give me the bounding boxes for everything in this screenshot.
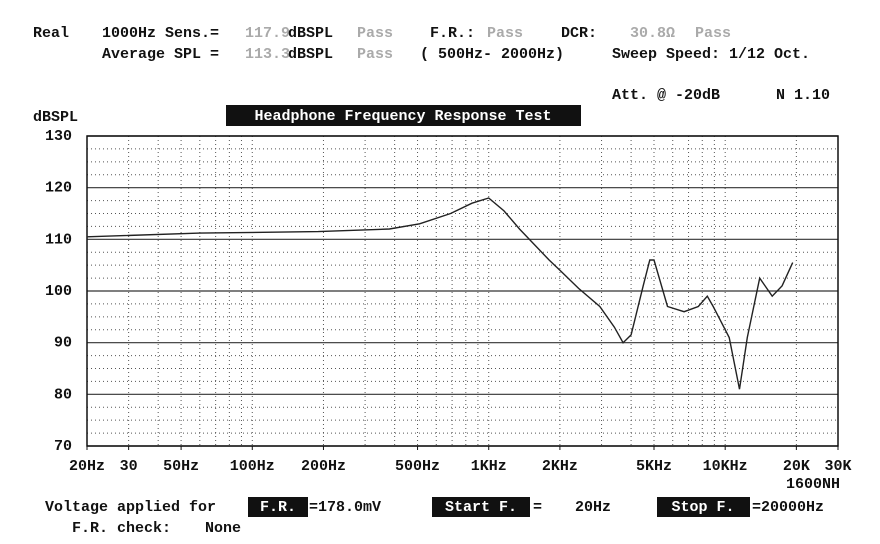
fr-label: F.R.: bbox=[430, 25, 475, 42]
y-tick-label: 130 bbox=[45, 128, 72, 145]
start: 20Hz bbox=[575, 499, 611, 516]
sens-label: 1000Hz Sens.= bbox=[102, 25, 219, 42]
x-tick-label: 30K bbox=[824, 458, 851, 475]
start-box: Start F. bbox=[445, 499, 517, 516]
label-box bbox=[432, 497, 530, 517]
check: None bbox=[205, 520, 241, 537]
x-tick-label: 5KHz bbox=[636, 458, 672, 475]
x-tick-label: 30 bbox=[120, 458, 138, 475]
dcr-value: 30.8Ω bbox=[630, 25, 675, 42]
version: N 1.10 bbox=[776, 87, 830, 104]
status: Pass bbox=[695, 25, 731, 42]
x-tick-label: 500Hz bbox=[395, 458, 440, 475]
label-box bbox=[248, 497, 308, 517]
check-label: F.R. check: bbox=[72, 520, 171, 537]
range: ( 500Hz- 2000Hz) bbox=[420, 46, 564, 63]
attenuation: Att. @ -20dB bbox=[612, 87, 720, 104]
y-tick-label: 70 bbox=[54, 438, 72, 455]
sens-value: 117.9 bbox=[245, 25, 290, 42]
x-tick-label: 2KHz bbox=[542, 458, 578, 475]
voltage: =178.0mV bbox=[309, 499, 381, 516]
dcr-label: DCR: bbox=[561, 25, 597, 42]
model: 1600NH bbox=[786, 476, 840, 493]
stop: =20000Hz bbox=[752, 499, 824, 516]
avg-value: 113.3 bbox=[245, 46, 290, 63]
label-box bbox=[657, 497, 750, 517]
x-tick-label: 20Hz bbox=[69, 458, 105, 475]
y-tick-label: 90 bbox=[54, 335, 72, 352]
voltage-label: Voltage applied for bbox=[45, 499, 216, 516]
sweep: Sweep Speed: 1/12 Oct. bbox=[612, 46, 810, 63]
y-axis-label: dBSPL bbox=[33, 109, 78, 126]
x-tick-label: 10KHz bbox=[703, 458, 748, 475]
status: Pass bbox=[357, 46, 393, 63]
x-tick-label: 50Hz bbox=[163, 458, 199, 475]
x-tick-label: 100Hz bbox=[230, 458, 275, 475]
mode: Real bbox=[33, 25, 69, 42]
y-tick-label: 100 bbox=[45, 283, 72, 300]
fr-box: F.R. bbox=[260, 499, 296, 516]
y-tick-label: 110 bbox=[45, 231, 72, 248]
unit: dBSPL bbox=[288, 25, 333, 42]
stop-box: Stop F. bbox=[671, 499, 734, 516]
title-box bbox=[226, 105, 581, 126]
status: Pass bbox=[487, 25, 523, 42]
x-tick-label: 1KHz bbox=[471, 458, 507, 475]
y-tick-label: 80 bbox=[54, 386, 72, 403]
response-curve bbox=[86, 197, 794, 390]
start-eq: = bbox=[533, 499, 542, 516]
chart-title: Headphone Frequency Response Test bbox=[254, 108, 551, 125]
unit: dBSPL bbox=[288, 46, 333, 63]
x-tick-label: 200Hz bbox=[301, 458, 346, 475]
avg-label: Average SPL = bbox=[102, 46, 219, 63]
y-tick-label: 120 bbox=[45, 180, 72, 197]
plot-frame bbox=[86, 135, 839, 447]
x-tick-label: 20K bbox=[783, 458, 810, 475]
status: Pass bbox=[357, 25, 393, 42]
